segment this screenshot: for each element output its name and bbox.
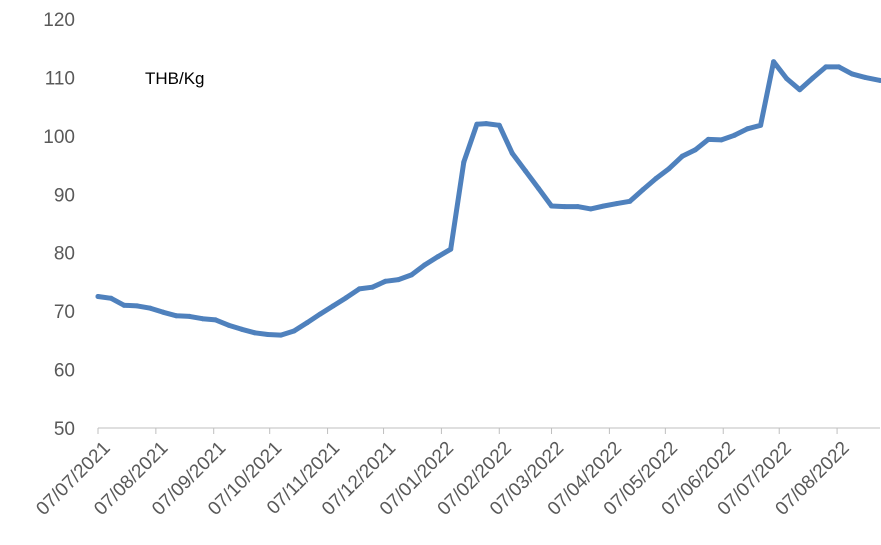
data-point: [95, 294, 101, 299]
data-point: [745, 126, 750, 132]
data-point: [536, 185, 541, 191]
data-point: [317, 311, 323, 317]
data-point: [448, 246, 454, 252]
data-point: [496, 122, 502, 128]
data-point: [239, 326, 245, 332]
data-point: [666, 166, 672, 172]
series-line: [95, 59, 881, 338]
data-point: [382, 278, 388, 284]
data-point: [705, 136, 711, 142]
y-tick-label: 50: [54, 419, 75, 440]
y-tick-label: 80: [54, 244, 75, 265]
data-point: [409, 272, 414, 278]
data-point: [718, 137, 724, 143]
unit-label: THB/Kg: [145, 69, 205, 88]
data-point: [509, 150, 515, 156]
data-point: [877, 77, 881, 83]
data-point: [134, 303, 140, 309]
data-point: [252, 330, 258, 336]
data-point: [823, 64, 829, 70]
data-point: [627, 198, 633, 204]
data-point: [758, 122, 764, 128]
data-point: [330, 303, 336, 309]
data-point: [121, 302, 127, 308]
data-point: [588, 206, 594, 212]
data-point: [461, 159, 467, 165]
data-point: [343, 295, 349, 301]
data-point: [187, 313, 192, 319]
data-point: [614, 201, 620, 207]
y-tick-label: 90: [54, 185, 75, 206]
data-point: [836, 64, 842, 70]
data-point: [160, 309, 166, 315]
y-tick-label: 60: [54, 361, 75, 382]
data-point: [549, 203, 554, 209]
data-point: [679, 153, 685, 159]
data-point: [692, 147, 698, 153]
data-point: [810, 75, 816, 81]
data-point: [435, 254, 441, 260]
data-point: [226, 322, 232, 328]
data-point: [356, 286, 362, 292]
data-point: [200, 316, 205, 322]
data-point: [108, 295, 114, 301]
y-axis-tick-labels: 50 60 70 80 90 100 110 120: [43, 10, 75, 440]
data-point: [369, 284, 375, 290]
data-point: [522, 168, 528, 174]
y-tick-label: 110: [45, 68, 75, 89]
data-point: [422, 262, 428, 268]
y-tick-label: 100: [43, 127, 75, 148]
data-point: [304, 320, 310, 326]
data-point: [640, 187, 646, 193]
data-point: [483, 121, 489, 127]
data-point: [291, 328, 297, 334]
y-tick-label: 70: [54, 302, 75, 323]
data-point: [173, 313, 179, 319]
series-group: [95, 59, 881, 338]
y-tick-label: 120: [43, 10, 75, 31]
data-point: [213, 317, 219, 323]
data-point: [797, 87, 803, 93]
data-point: [849, 71, 855, 77]
data-point: [784, 76, 790, 82]
data-point: [278, 332, 284, 338]
data-point: [575, 204, 581, 210]
data-point: [265, 332, 271, 337]
data-point: [771, 59, 777, 65]
x-axis: 07/07/202107/08/202107/09/202107/10/2021…: [32, 427, 880, 520]
data-point: [731, 132, 737, 138]
data-point: [601, 203, 607, 209]
data-point: [474, 121, 480, 127]
data-point: [396, 277, 401, 283]
data-point: [862, 74, 868, 80]
data-point: [147, 305, 153, 311]
data-point: [653, 176, 659, 181]
data-point: [562, 204, 568, 210]
